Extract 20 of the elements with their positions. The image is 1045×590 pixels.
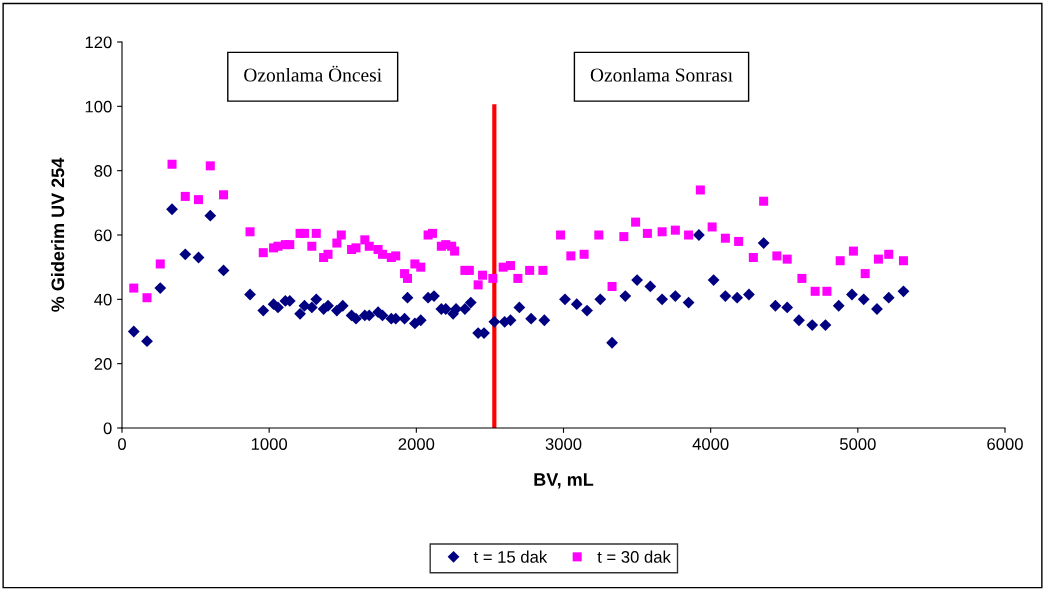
legend-label: t = 30 dak	[597, 550, 671, 563]
y-tick-label: 0	[103, 422, 112, 435]
legend-label: t = 15 dak	[473, 550, 548, 563]
x-axis-title: BV, mL	[534, 473, 594, 489]
y-tick-label: 40	[94, 293, 112, 306]
x-tick-label: 0	[118, 438, 126, 450]
y-tick-label: 80	[94, 165, 112, 177]
x-tick-label: 6000	[987, 438, 1023, 450]
y-tick-label: 20	[94, 358, 112, 370]
y-tick-label: 60	[94, 229, 112, 242]
x-tick-label: 4000	[692, 438, 729, 450]
x-tick-label: 2000	[398, 438, 435, 450]
x-tick-label: 5000	[839, 438, 876, 450]
x-tick-label: 3000	[545, 438, 582, 450]
x-tick-label: 1000	[251, 438, 288, 450]
y-axis-title: % Giderim UV 254	[50, 157, 65, 312]
y-tick-label: 100	[85, 100, 112, 113]
annotation: Ozonlama Sonrası	[590, 67, 733, 82]
y-tick-label: 120	[85, 36, 112, 49]
annotation: Ozonlama Öncesi	[244, 65, 382, 82]
